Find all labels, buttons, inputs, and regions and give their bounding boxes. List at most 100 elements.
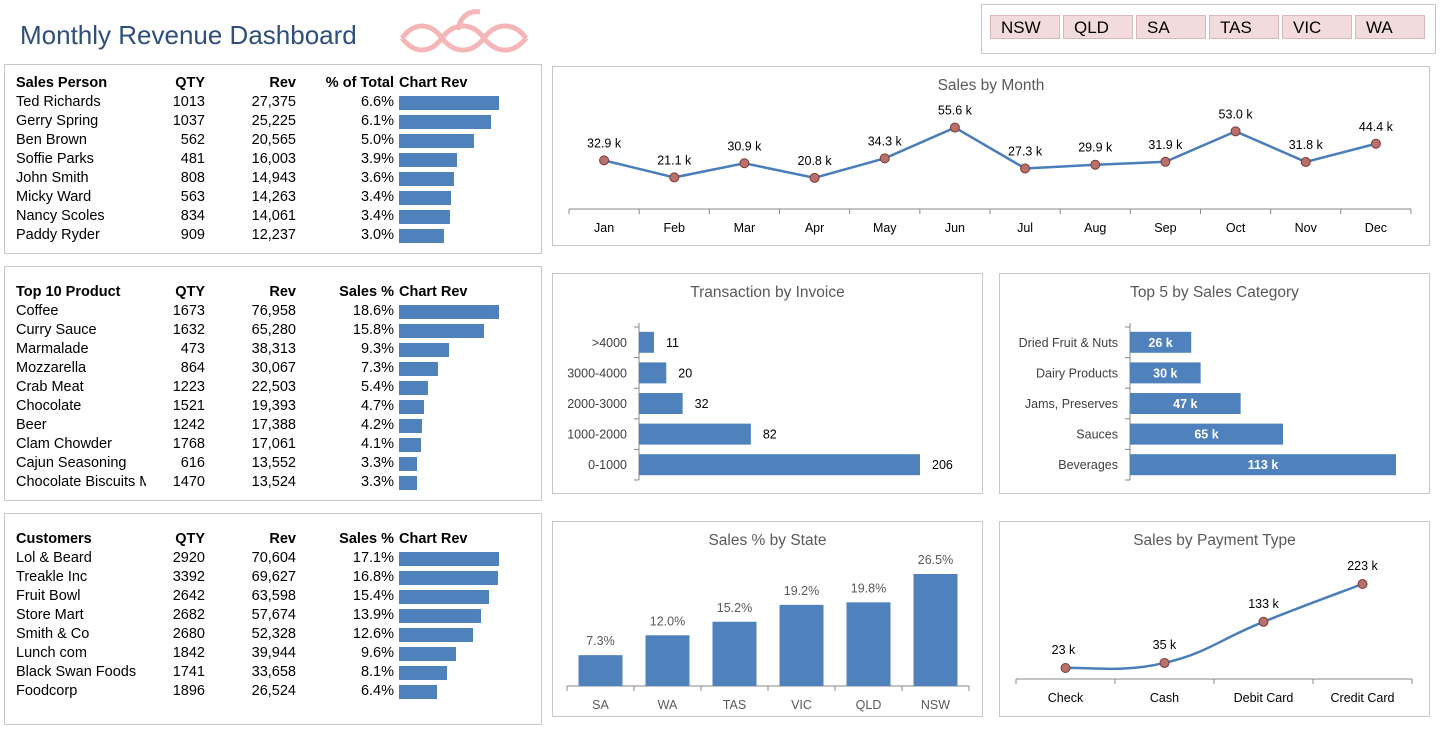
sales-by-payment-type-chart: Sales by Payment Type 23 k Check 35 k Cash 1… bbox=[999, 521, 1430, 717]
bar bbox=[639, 393, 683, 414]
cell-name: Gerry Spring bbox=[16, 113, 99, 129]
rev-bar bbox=[399, 115, 492, 129]
data-label: 65 k bbox=[1194, 428, 1218, 442]
series-line bbox=[603, 126, 1377, 180]
slicer-vic[interactable]: VIC bbox=[1282, 15, 1352, 39]
data-point-marker bbox=[879, 153, 890, 164]
chart-title: Sales % by State bbox=[708, 532, 827, 549]
slicer-tas[interactable]: TAS bbox=[1209, 15, 1279, 39]
rev-bar bbox=[399, 476, 417, 490]
cell-rev: 69,627 bbox=[251, 569, 296, 585]
x-tick-label: NSW bbox=[921, 698, 950, 712]
table-row[interactable]: Ted Richards 1013 27,375 6.6% bbox=[16, 93, 536, 112]
data-label: 35 k bbox=[1153, 638, 1177, 652]
x-tick-label: Check bbox=[1048, 691, 1084, 705]
rev-bar bbox=[399, 685, 437, 699]
chart-title: Sales by Month bbox=[937, 77, 1045, 94]
cell-pct: 9.6% bbox=[360, 645, 394, 661]
cell-pct: 5.4% bbox=[360, 379, 394, 395]
cell-rev: 76,958 bbox=[251, 303, 296, 319]
data-label: 47 k bbox=[1173, 397, 1197, 411]
data-label: 26.5% bbox=[918, 553, 953, 567]
cell-pct: 3.6% bbox=[360, 170, 394, 186]
slicer-wa[interactable]: WA bbox=[1355, 15, 1425, 39]
table-row[interactable]: Micky Ward 563 14,263 3.4% bbox=[16, 188, 536, 207]
data-point-marker bbox=[1300, 156, 1311, 167]
table-row[interactable]: Black Swan Foods 1741 33,658 8.1% bbox=[16, 663, 536, 682]
cell-name: Lol & Beard bbox=[16, 550, 92, 566]
data-label: 20 bbox=[678, 366, 692, 380]
data-point-marker bbox=[1160, 156, 1171, 167]
rev-bar bbox=[399, 305, 499, 319]
column-header: Customers bbox=[16, 531, 92, 547]
slicer-qld[interactable]: QLD bbox=[1063, 15, 1133, 39]
rev-bar bbox=[399, 381, 429, 395]
table-row[interactable]: Gerry Spring 1037 25,225 6.1% bbox=[16, 112, 536, 131]
cell-pct: 8.1% bbox=[360, 664, 394, 680]
table-row[interactable]: John Smith 808 14,943 3.6% bbox=[16, 169, 536, 188]
table-row[interactable]: Lunch com 1842 39,944 9.6% bbox=[16, 644, 536, 663]
cell-pct: 3.0% bbox=[360, 227, 394, 243]
cell-name: Coffee bbox=[16, 303, 59, 319]
cell-qty: 481 bbox=[180, 151, 205, 167]
table-row[interactable]: Foodcorp 1896 26,524 6.4% bbox=[16, 682, 536, 701]
data-label: 26 k bbox=[1148, 336, 1172, 350]
data-label: 12.0% bbox=[650, 614, 685, 628]
cell-rev: 14,943 bbox=[251, 170, 296, 186]
table-row[interactable]: Paddy Ryder 909 12,237 3.0% bbox=[16, 226, 536, 245]
table-row[interactable]: Lol & Beard 2920 70,604 17.1% bbox=[16, 549, 536, 568]
table-row[interactable]: Clam Chowder 1768 17,061 4.1% bbox=[16, 435, 536, 454]
cell-name: Chocolate bbox=[16, 398, 82, 414]
y-tick-label: Dairy Products bbox=[1036, 366, 1118, 380]
table-row[interactable]: Coffee 1673 76,958 18.6% bbox=[16, 302, 536, 321]
transaction-by-invoice-chart: Transaction by Invoice >4000 11 3000-4000 2… bbox=[552, 273, 983, 494]
table-row[interactable]: Soffie Parks 481 16,003 3.9% bbox=[16, 150, 536, 169]
cell-pct: 6.6% bbox=[360, 94, 394, 110]
table-row[interactable]: Chocolate 1521 19,393 4.7% bbox=[16, 397, 536, 416]
slicer-sa[interactable]: SA bbox=[1136, 15, 1206, 39]
cell-name: Smith & Co bbox=[16, 626, 90, 642]
x-tick-label: TAS bbox=[723, 698, 746, 712]
cell-name: Nancy Scoles bbox=[16, 208, 105, 224]
table-row[interactable]: Chocolate Biscuits M 1470 13,524 3.3% bbox=[16, 473, 536, 492]
cell-rev: 30,067 bbox=[251, 360, 296, 376]
cell-name: Ben Brown bbox=[16, 132, 87, 148]
table-row[interactable]: Curry Sauce 1632 65,280 15.8% bbox=[16, 321, 536, 340]
table-row[interactable]: Smith & Co 2680 52,328 12.6% bbox=[16, 625, 536, 644]
slicer-nsw[interactable]: NSW bbox=[990, 15, 1060, 39]
table-row[interactable]: Cajun Seasoning 616 13,552 3.3% bbox=[16, 454, 536, 473]
table-row[interactable]: Beer 1242 17,388 4.2% bbox=[16, 416, 536, 435]
column-header: Rev bbox=[269, 531, 296, 547]
table-row[interactable]: Treakle Inc 3392 69,627 16.8% bbox=[16, 568, 536, 587]
table-row[interactable]: Store Mart 2682 57,674 13.9% bbox=[16, 606, 536, 625]
table-header-row: Sales Person QTY Rev % of Total Chart Rev bbox=[16, 74, 536, 93]
table-row[interactable]: Nancy Scoles 834 14,061 3.4% bbox=[16, 207, 536, 226]
column-header: Sales % bbox=[339, 531, 394, 547]
cell-qty: 2682 bbox=[172, 607, 205, 623]
data-label: 23 k bbox=[1052, 643, 1076, 657]
rev-bar bbox=[399, 609, 481, 623]
data-point-marker bbox=[669, 172, 680, 183]
table-row[interactable]: Fruit Bowl 2642 63,598 15.4% bbox=[16, 587, 536, 606]
table-row[interactable]: Marmalade 473 38,313 9.3% bbox=[16, 340, 536, 359]
cell-pct: 13.9% bbox=[352, 607, 394, 623]
table-row[interactable]: Ben Brown 562 20,565 5.0% bbox=[16, 131, 536, 150]
cell-rev: 14,263 bbox=[251, 189, 296, 205]
cell-rev: 25,225 bbox=[251, 113, 296, 129]
table-row[interactable]: Crab Meat 1223 22,503 5.4% bbox=[16, 378, 536, 397]
column-header: QTY bbox=[175, 531, 205, 547]
data-label: 34.3 k bbox=[868, 134, 903, 148]
data-point-marker bbox=[1159, 657, 1170, 668]
cell-name: Beer bbox=[16, 417, 47, 433]
cell-name: Ted Richards bbox=[16, 94, 101, 110]
table-row[interactable]: Mozzarella 864 30,067 7.3% bbox=[16, 359, 536, 378]
data-point-marker bbox=[809, 172, 820, 183]
cell-qty: 864 bbox=[180, 360, 205, 376]
cell-qty: 808 bbox=[180, 170, 205, 186]
top5-sales-category-chart: Top 5 by Sales Category Dried Fruit & Nu… bbox=[999, 273, 1430, 494]
x-tick-label: Apr bbox=[805, 221, 824, 235]
data-label: 206 bbox=[932, 458, 953, 472]
cell-name: Black Swan Foods bbox=[16, 664, 137, 680]
column-header: QTY bbox=[175, 75, 205, 91]
bar bbox=[1130, 393, 1241, 414]
